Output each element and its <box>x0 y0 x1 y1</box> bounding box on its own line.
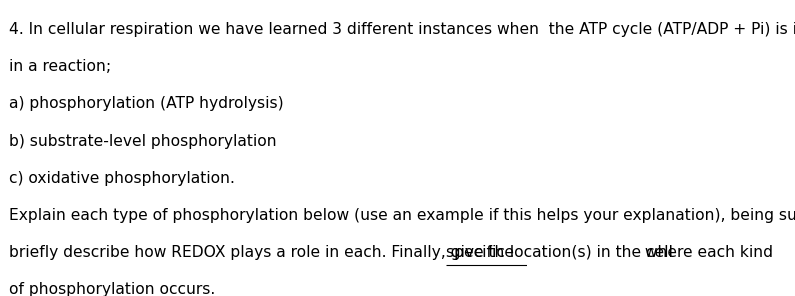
Text: Explain each type of phosphorylation below (use an example if this helps your ex: Explain each type of phosphorylation bel… <box>10 208 795 223</box>
Text: briefly describe how REDOX plays a role in each. Finally, give the: briefly describe how REDOX plays a role … <box>10 245 519 260</box>
Text: a) phosphorylation (ATP hydrolysis): a) phosphorylation (ATP hydrolysis) <box>10 96 284 111</box>
Text: 4. In cellular respiration we have learned 3 different instances when  the ATP c: 4. In cellular respiration we have learn… <box>10 22 795 37</box>
Text: c) oxidative phosphorylation.: c) oxidative phosphorylation. <box>10 171 235 186</box>
Text: of phosphorylation occurs.: of phosphorylation occurs. <box>10 282 215 296</box>
Text: b) substrate-level phosphorylation: b) substrate-level phosphorylation <box>10 133 277 149</box>
Text: specific location(s) in the cell: specific location(s) in the cell <box>445 245 673 260</box>
Text: where each kind: where each kind <box>639 245 773 260</box>
Text: in a reaction;: in a reaction; <box>10 59 111 74</box>
